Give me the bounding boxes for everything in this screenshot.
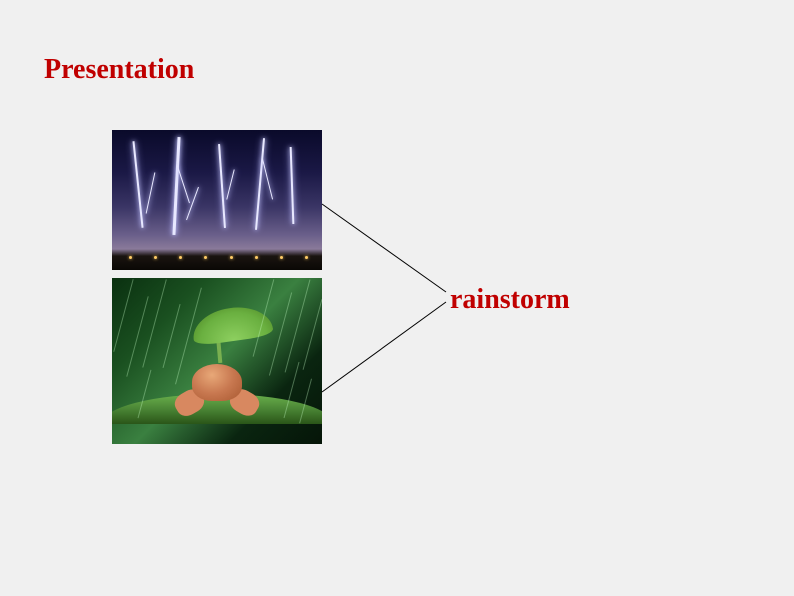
lightning-scene [112, 130, 322, 270]
rain-streak [302, 299, 322, 370]
ground-lights [112, 253, 322, 259]
lightning-bolt [186, 187, 199, 220]
connector-line [322, 204, 446, 292]
lightning-bolt [133, 141, 144, 228]
lightning-bolt [218, 144, 226, 228]
frog-rain-image [112, 278, 322, 444]
lightning-bolt [145, 172, 155, 213]
rain-streak [162, 304, 180, 368]
rainstorm-label: rainstorm [450, 284, 570, 316]
rain-streak [126, 296, 148, 376]
connector-line [322, 302, 446, 392]
rain-streak [269, 293, 292, 377]
lightning-bolt [172, 137, 180, 235]
lightning-image [112, 130, 322, 270]
lightning-bolt [262, 159, 273, 200]
lightning-bolt [177, 166, 190, 204]
rain-streak [142, 279, 167, 367]
lightning-bolt [289, 147, 294, 224]
frog-scene [112, 278, 322, 444]
lightning-bolt [255, 138, 265, 230]
lightning-bolt [226, 170, 234, 200]
slide-title: Presentation [44, 54, 194, 86]
rain-streak [113, 279, 133, 351]
frog-body [192, 364, 242, 401]
